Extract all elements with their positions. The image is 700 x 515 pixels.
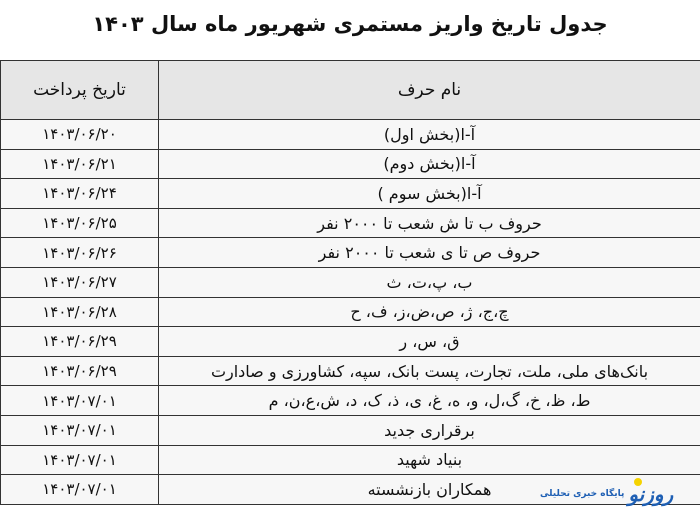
cell-name: برقراری جدید [158,414,700,446]
table-row: ق، س، ر ۱۴۰۳/۰۶/۲۹ [0,326,700,357]
header-date: تاریخ پرداخت [0,60,159,120]
watermark-logo: روزنو پایگاه خبری تحلیلی [540,478,673,506]
cell-date: ۱۴۰۳/۰۶/۲۴ [0,178,159,209]
cell-date: ۱۴۰۳/۰۶/۲۵ [0,207,159,239]
table-row: حروف ب تا ش شعب تا ۲۰۰۰ نفر ۱۴۰۳/۰۶/۲۵ [0,207,700,239]
table-row: همکاران بازنشسته ۱۴۰۳/۰۷/۰۱ [0,474,700,505]
table-row: آ-ا(بخش اول) ۱۴۰۳/۰۶/۲۰ [0,119,700,150]
table-row: آ-ا(بخش سوم ) ۱۴۰۳/۰۶/۲۴ [0,178,700,209]
table-header-row: نام حرف تاریخ پرداخت [0,60,700,120]
table-row: بنیاد شهید ۱۴۰۳/۰۷/۰۱ [0,444,700,476]
cell-name: ط، ظ، خ، گ،ل، و، ه، غ، ی، ذ، ک، د، ش،ع،ن… [158,385,700,416]
cell-name: حروف ص تا ی شعب تا ۲۰۰۰ نفر [158,237,700,268]
header-name: نام حرف [158,60,700,120]
cell-date: ۱۴۰۳/۰۶/۲۹ [0,326,159,357]
table-row: برقراری جدید ۱۴۰۳/۰۷/۰۱ [0,414,700,446]
cell-name: آ-ا(بخش سوم ) [158,178,700,209]
cell-date: ۱۴۰۳/۰۶/۲۶ [0,237,159,268]
cell-name: بانک‌های ملی، ملت، تجارت، پست بانک، سپه،… [158,355,700,387]
payment-schedule-table: نام حرف تاریخ پرداخت آ-ا(بخش اول) ۱۴۰۳/۰۶… [0,60,700,505]
cell-name: ق، س، ر [158,326,700,357]
cell-name: آ-ا(بخش دوم) [158,148,700,180]
cell-name: آ-ا(بخش اول) [158,119,700,150]
cell-date: ۱۴۰۳/۰۷/۰۱ [0,414,159,446]
table-row: ط، ظ، خ، گ،ل، و، ه، غ، ی، ذ، ک، د، ش،ع،ن… [0,385,700,416]
logo-tagline: پایگاه خبری تحلیلی [540,489,625,499]
cell-date: ۱۴۰۳/۰۷/۰۱ [0,385,159,416]
logo-mark: روزنو [628,478,673,506]
page-title: جدول تاریخ واریز مستمری شهریور ماه سال ۱… [92,12,608,36]
cell-date: ۱۴۰۳/۰۶/۲۹ [0,355,159,387]
cell-date: ۱۴۰۳/۰۶/۲۸ [0,296,159,328]
cell-name: ب، پ،ت، ث [158,266,700,298]
cell-name: حروف ب تا ش شعب تا ۲۰۰۰ نفر [158,207,700,239]
table-row: حروف ص تا ی شعب تا ۲۰۰۰ نفر ۱۴۰۳/۰۶/۲۶ [0,237,700,268]
cell-name: همکاران بازنشسته [158,474,700,505]
table-row: ب، پ،ت، ث ۱۴۰۳/۰۶/۲۷ [0,266,700,298]
cell-name: بنیاد شهید [158,444,700,476]
cell-date: ۱۴۰۳/۰۶/۲۰ [0,119,159,150]
cell-name: چ،ج، ژ، ص،ض،ز، ف، ح [158,296,700,328]
cell-date: ۱۴۰۳/۰۷/۰۱ [0,444,159,476]
cell-date: ۱۴۰۳/۰۶/۲۱ [0,148,159,180]
cell-date: ۱۴۰۳/۰۷/۰۱ [0,474,159,505]
table-row: بانک‌های ملی، ملت، تجارت، پست بانک، سپه،… [0,355,700,387]
table-row: آ-ا(بخش دوم) ۱۴۰۳/۰۶/۲۱ [0,148,700,180]
table-row: چ،ج، ژ، ص،ض،ز، ف، ح ۱۴۰۳/۰۶/۲۸ [0,296,700,328]
cell-date: ۱۴۰۳/۰۶/۲۷ [0,266,159,298]
